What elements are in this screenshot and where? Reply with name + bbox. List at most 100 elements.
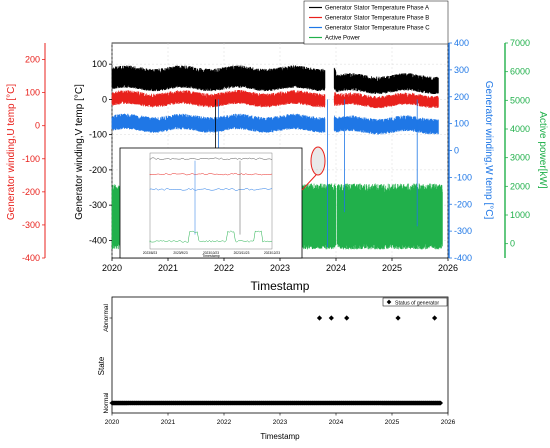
inset-x-ticks: 2023/8/23 2023/9/23 2023/10/23 2023/11/23 20… [143,251,280,255]
w-tick-label: -300 [454,226,472,236]
u-tick-label: -400 [22,253,40,263]
w-tick-label: 300 [454,65,469,75]
bottom-x-tick-label: 2024 [329,419,344,426]
inset-x-tick-label: 2023/11/23 [234,251,250,255]
highlight-ellipse [310,146,326,176]
bottom-x-axis-label: Timestamp [260,432,300,441]
inset-plot-area [149,152,273,250]
top-x-axis: 2020 2021 2022 2023 2024 2025 2026 [102,258,458,273]
w-tick-label: -100 [454,172,472,182]
temperature-series [111,65,439,135]
bottom-x-tick-label: 2022 [217,419,232,426]
inset-x-tick-label: 2023/8/23 [143,251,157,255]
v-tick-label: -200 [89,165,107,175]
abnormal-state-marker [395,315,401,321]
inset-x-tick-label: 2023/9/23 [173,251,187,255]
abnormal-state-marker [344,315,350,321]
legend-entry-label: Generator Stator Temperature Phase A [325,6,429,12]
inset-power-line [149,230,273,243]
bottom-x-tick-label: 2025 [385,419,400,426]
top-legend-box [303,0,449,45]
bottom-legend-label: Status of generator [395,300,439,306]
bottom-plot-area [111,296,449,414]
bottom-legend-box [382,297,448,307]
v-tick-label: -400 [89,235,107,245]
power-axis: 7000 6000 5000 4000 3000 2000 1000 0 [504,38,530,258]
bottom-y-axis: Normal Abnormal [103,304,112,414]
u-tick-label: -300 [22,220,40,230]
w-tick-label: -200 [454,199,472,209]
u-tick-label: 100 [25,88,40,98]
legend-entry-label: Active Power [325,36,360,42]
top-chart: 2023/8/23 2023/9/23 2023/10/23 2023/11/23 20… [6,0,548,293]
x-tick-label: 2022 [214,263,234,273]
w-tick-label: 100 [454,119,469,129]
power-tick-label: 3000 [510,153,530,163]
abnormal-state-marker [432,315,438,321]
power-tick-label: 7000 [510,38,530,48]
power-tick-label: 5000 [510,95,530,105]
v-tick-label: 100 [92,59,107,69]
highlight-connector [301,174,317,191]
w-temp-axis: 400 300 200 100 0 -100 -200 -300 -400 [448,38,472,263]
u-temp-axis-label: Generator winding,U temp [°C] [6,84,17,221]
v-tick-label: -300 [89,200,107,210]
u-tick-label: -200 [22,187,40,197]
inset-line [149,172,273,176]
v-temp-axis: 100 0 -100 -200 -300 -400 [89,59,112,245]
top-legend: Generator Stator Temperature Phase A Gene… [303,0,449,45]
x-tick-label: 2020 [102,263,122,273]
v-tick-label: 0 [102,94,107,104]
v-temp-axis-label: Generator winding,V temp [°C] [74,84,85,220]
bottom-y-axis-label: State [97,356,106,375]
bottom-chart: Status of generator 2020 2021 2022 2023 2024… [97,296,456,441]
inset-line [149,157,273,160]
bottom-legend: Status of generator [382,297,448,307]
inset-line [149,188,273,191]
inset-x-tick-label: 2023/12/23 [264,251,280,255]
power-axis-label: Active power[kW] [537,111,548,188]
u-tick-label: -100 [22,154,40,164]
x-tick-label: 2023 [270,263,290,273]
legend-entry-label: Generator Stator Temperature Phase B [325,16,429,22]
inset-x-axis-label: Timestamp [202,254,220,258]
series-phase-c [111,113,439,135]
w-tick-label: 400 [454,38,469,48]
u-tick-label: 0 [35,121,40,131]
inset-frame [119,147,303,259]
abnormal-state-marker [316,315,323,321]
bottom-x-axis: 2020 2021 2022 2023 2024 2025 2026 [105,413,456,426]
bottom-x-tick-label: 2020 [105,419,120,426]
bottom-x-tick-label: 2021 [161,419,176,426]
w-tick-label: 200 [454,92,469,102]
normal-state-markers [109,400,444,406]
legend-entry-label: Generator Stator Temperature Phase C [325,26,430,32]
u-tick-label: 200 [25,55,40,65]
inset-chart: 2023/8/23 2023/9/23 2023/10/23 2023/11/23 20… [119,147,303,259]
bottom-legend-marker [386,299,392,305]
abnormal-state-marker [328,315,334,321]
status-markers [109,315,444,406]
power-tick-label: 2000 [510,181,530,191]
power-tick-label: 6000 [510,67,530,77]
u-temp-axis: 200 100 0 -100 -200 -300 -400 [22,43,46,263]
bottom-y-category-label: Abnormal [103,304,110,332]
series-phase-b [111,89,439,109]
x-tick-label: 2021 [158,263,178,273]
w-tick-label: 0 [454,146,459,156]
x-tick-label: 2024 [326,263,346,273]
series-phase-a [111,65,439,95]
power-tick-label: 0 [510,239,515,249]
inset-x-tick-label: 2023/10/23 [203,251,219,255]
w-tick-label: -400 [454,253,472,263]
power-tick-label: 4000 [510,124,530,134]
v-tick-label: -100 [89,130,107,140]
bottom-x-tick-label: 2026 [441,419,456,426]
inset-series [149,157,273,243]
x-tick-label: 2026 [438,263,458,273]
bottom-x-tick-label: 2023 [273,419,288,426]
top-x-axis-label: Timestamp [251,279,310,293]
bottom-y-category-label: Normal [103,392,110,414]
